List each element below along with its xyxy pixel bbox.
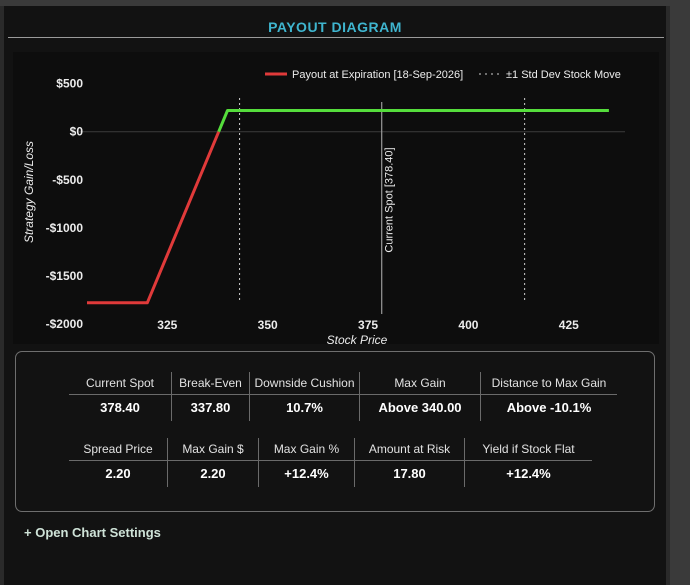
stat-label: Yield if Stock Flat (465, 438, 592, 461)
stat-cell: Max Gain % +12.4% (258, 438, 354, 487)
stat-label: Max Gain $ (168, 438, 258, 461)
stat-value: 17.80 (393, 466, 426, 481)
stat-value: +12.4% (506, 466, 551, 481)
stat-label: Amount at Risk (355, 438, 464, 461)
x-axis-label: Stock Price (327, 333, 388, 344)
stat-label: Spread Price (69, 438, 167, 461)
stat-cell: Current Spot 378.40 (69, 372, 171, 421)
y-tick-label: -$1500 (46, 269, 84, 283)
panel-title: PAYOUT DIAGRAM (268, 19, 402, 35)
stat-label: Downside Cushion (250, 372, 359, 395)
stat-value: 378.40 (100, 400, 140, 415)
stat-cell: Max Gain Above 340.00 (359, 372, 480, 421)
stat-label: Max Gain (360, 372, 480, 395)
stat-cell: Break-Even 337.80 (171, 372, 249, 421)
payout-chart-svg: Current Spot [378.40] $500 $0 -$500 -$1000 -… (22, 69, 625, 347)
y-tick-label: $500 (56, 77, 83, 91)
stat-label: Break-Even (172, 372, 249, 395)
payout-gain-segment (217, 109, 609, 133)
stat-cell: Max Gain $ 2.20 (167, 438, 258, 487)
open-chart-settings-link[interactable]: + Open Chart Settings (24, 525, 161, 540)
stat-label: Current Spot (69, 372, 171, 395)
stat-value: 10.7% (286, 400, 323, 415)
stat-cell: Distance to Max Gain Above -10.1% (480, 372, 617, 421)
payout-chart: Current Spot [378.40] $500 $0 -$500 -$1000 -… (13, 52, 659, 347)
x-tick-label: 400 (458, 318, 478, 332)
stat-cell: Yield if Stock Flat +12.4% (464, 438, 592, 487)
stats-row-primary: Current Spot 378.40 Break-Even 337.80 Downsi… (69, 372, 617, 421)
x-tick-label: 325 (157, 318, 177, 332)
title-divider (8, 37, 664, 38)
stats-row-secondary: Spread Price 2.20 Max Gain $ 2.20 Max Gain %… (69, 438, 592, 487)
stat-value: 2.20 (200, 466, 226, 481)
legend-payout-label: Payout at Expiration [18-Sep-2026] (292, 69, 463, 81)
stat-value: 337.80 (190, 400, 231, 415)
stat-cell: Spread Price 2.20 (69, 438, 167, 487)
payout-panel: PAYOUT DIAGRAM Current Spot [378.40] $50… (0, 6, 670, 585)
chart-legend: Payout at Expiration [18-Sep-2026] ±1 St… (265, 69, 621, 81)
stat-label: Max Gain % (259, 438, 354, 461)
stat-cell: Amount at Risk 17.80 (354, 438, 464, 487)
x-tick-label: 425 (559, 318, 579, 332)
stat-value: Above 340.00 (378, 400, 462, 415)
y-tick-label: -$1000 (46, 221, 84, 235)
stat-value: Above -10.1% (506, 400, 592, 415)
legend-stddev-label: ±1 Std Dev Stock Move (506, 69, 621, 81)
stat-value: 2.20 (105, 466, 131, 481)
payout-loss-segment (87, 131, 221, 305)
x-tick-label: 375 (358, 318, 378, 332)
stat-value: +12.4% (284, 466, 329, 481)
y-tick-label: -$500 (52, 173, 83, 187)
y-tick-label: $0 (70, 125, 84, 139)
x-tick-label: 350 (258, 318, 278, 332)
y-tick-label: -$2000 (46, 317, 84, 331)
current-spot-label: Current Spot [378.40] (384, 147, 396, 252)
stats-panel: Current Spot 378.40 Break-Even 337.80 Downsi… (15, 351, 655, 512)
y-axis-label: Strategy Gain/Loss (22, 141, 36, 243)
stat-label: Distance to Max Gain (481, 372, 617, 395)
stat-cell: Downside Cushion 10.7% (249, 372, 359, 421)
